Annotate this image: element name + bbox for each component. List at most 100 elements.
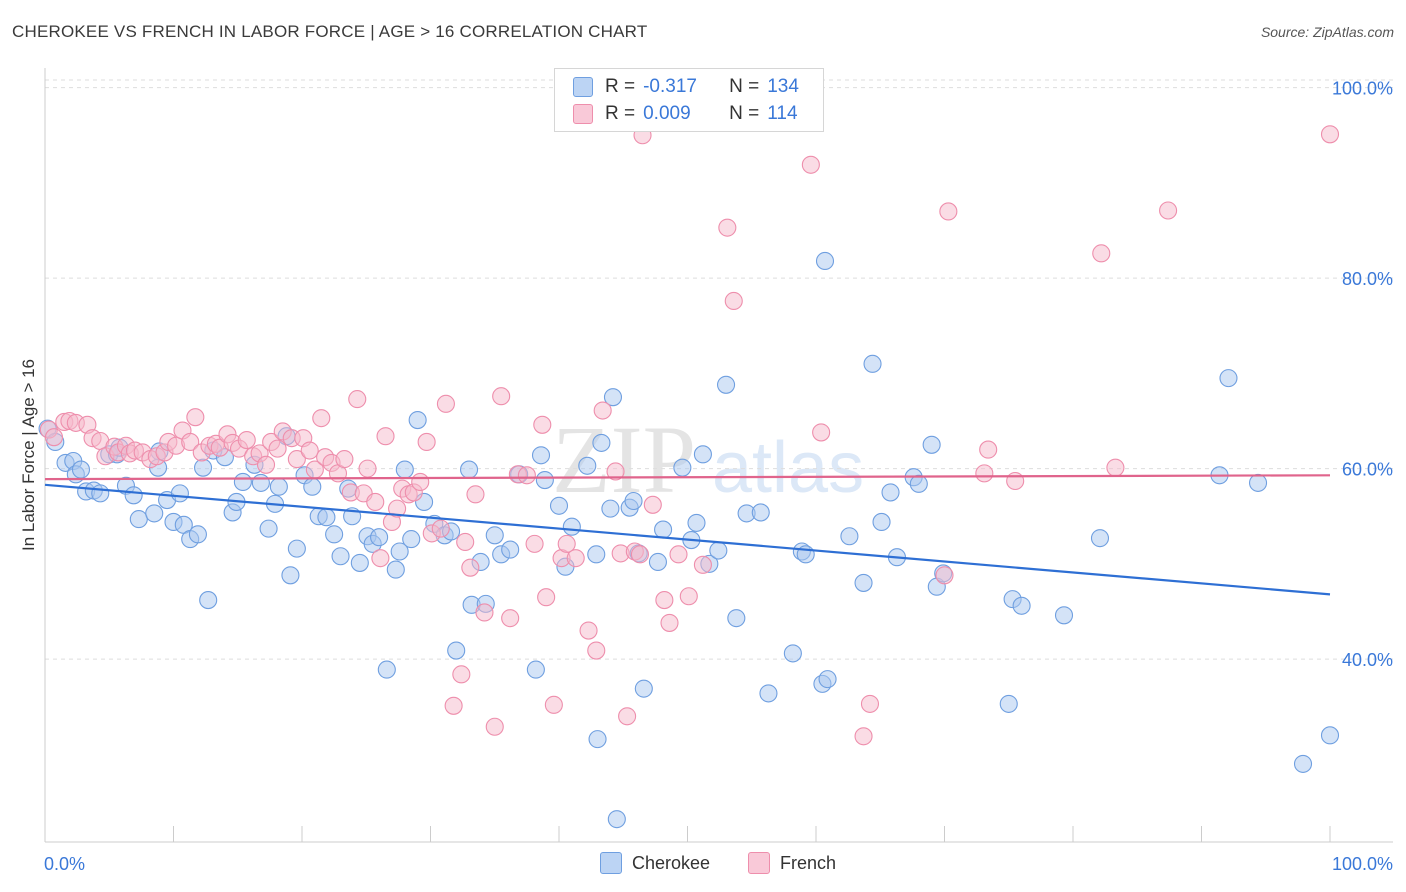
french-point <box>660 613 679 632</box>
cherokee-point <box>603 388 623 407</box>
cherokee-point <box>578 456 597 475</box>
french-point <box>366 492 385 512</box>
cherokee-point <box>999 694 1018 713</box>
french-point <box>537 588 556 607</box>
french-point <box>566 549 585 568</box>
n-label: N = <box>729 103 760 124</box>
french-point <box>854 727 873 746</box>
cherokee-trend-line <box>44 483 1331 596</box>
french-point <box>431 519 450 538</box>
french-point <box>287 450 306 469</box>
x-tick-label: 100.0% <box>1332 854 1393 874</box>
french-point <box>335 450 354 469</box>
axes <box>44 68 1393 843</box>
trend-lines <box>44 474 1331 596</box>
r-value-french: 0.009 <box>643 103 691 124</box>
legend: Cherokee French <box>0 850 1406 880</box>
french-point <box>724 291 743 311</box>
cherokee-point <box>459 460 479 479</box>
r-label: R = <box>605 103 636 124</box>
cherokee-point <box>485 526 504 545</box>
cherokee-point <box>259 519 278 538</box>
stats-row-cherokee: R = -0.317 N = 134 <box>573 74 799 100</box>
cherokee-point <box>922 435 941 454</box>
cherokee-point <box>1012 596 1031 615</box>
cherokee-point <box>1219 369 1238 388</box>
french-point <box>1159 201 1178 220</box>
cherokee-point <box>199 591 218 610</box>
n-value-cherokee: 134 <box>767 76 799 97</box>
french-trend-line <box>44 474 1331 481</box>
cherokee-point <box>727 609 746 628</box>
french-point <box>679 587 698 606</box>
cherokee-point <box>350 553 369 572</box>
cherokee-point <box>269 477 288 496</box>
cherokee-point <box>673 458 692 477</box>
cherokee-point <box>872 512 891 532</box>
french-point <box>1006 471 1025 491</box>
cherokee-point <box>447 641 466 660</box>
french-point <box>593 401 612 420</box>
cherokee-point <box>709 541 728 560</box>
cherokee-point <box>549 496 569 515</box>
source-prefix: Source: <box>1260 24 1314 40</box>
cherokee-point <box>526 660 545 679</box>
french-point <box>544 695 563 714</box>
legend-label-french: French <box>780 852 837 873</box>
cherokee-point <box>170 484 189 503</box>
cherokee-point <box>562 517 581 536</box>
french-point <box>417 432 436 452</box>
french-point <box>466 485 485 504</box>
cherokee-point <box>1320 726 1340 745</box>
cherokee-point <box>693 445 712 464</box>
cherokee-point <box>535 470 554 490</box>
n-label: N = <box>729 76 760 97</box>
french-point <box>411 472 430 492</box>
watermark-zip: ZIP <box>552 406 696 513</box>
french-point <box>533 415 552 434</box>
french-point <box>371 549 390 568</box>
cherokee-point <box>654 520 673 539</box>
stats-row-french: R = 0.009 N = 114 <box>573 101 798 127</box>
french-point <box>587 641 606 660</box>
y-axis-label: In Labor Force | Age > 16 <box>19 359 38 551</box>
cherokee-point <box>233 472 252 492</box>
cherokee-point <box>71 460 91 479</box>
cherokee-point <box>287 539 306 558</box>
cherokee-point <box>751 503 770 522</box>
french-point <box>693 555 712 574</box>
cherokee-legend-swatch <box>600 852 622 874</box>
cherokee-point <box>909 474 928 493</box>
french-point <box>975 464 994 483</box>
french-point <box>461 558 480 577</box>
french-swatch <box>573 104 593 124</box>
cherokee-point <box>377 660 396 679</box>
french-point <box>812 423 831 442</box>
french-point <box>256 455 276 474</box>
french-point <box>444 696 463 715</box>
french-point <box>312 409 331 428</box>
french-point <box>1092 244 1111 263</box>
axis-labels: 40.0% 60.0% 80.0% 100.0% 0.0% 100.0% In Labor … <box>19 79 1393 874</box>
cherokee-point <box>251 473 270 492</box>
cherokee-point <box>281 566 300 585</box>
cherokee-point <box>531 446 551 465</box>
french-point <box>669 545 688 564</box>
french-point <box>618 707 637 726</box>
cherokee-point <box>607 810 626 829</box>
french-point <box>525 534 544 553</box>
cherokee-point <box>145 504 164 523</box>
french-point <box>358 459 377 478</box>
french-point <box>979 440 998 459</box>
cherokee-point <box>1248 473 1268 492</box>
cherokee-point <box>303 477 322 496</box>
french-point <box>557 534 576 553</box>
cherokee-point <box>624 491 643 511</box>
cherokee-point <box>601 499 620 518</box>
x-tick-label: 0.0% <box>44 854 85 874</box>
french-point <box>492 387 511 406</box>
french-point <box>801 155 820 174</box>
legend-item-cherokee: Cherokee <box>600 852 710 874</box>
french-point <box>388 499 407 518</box>
